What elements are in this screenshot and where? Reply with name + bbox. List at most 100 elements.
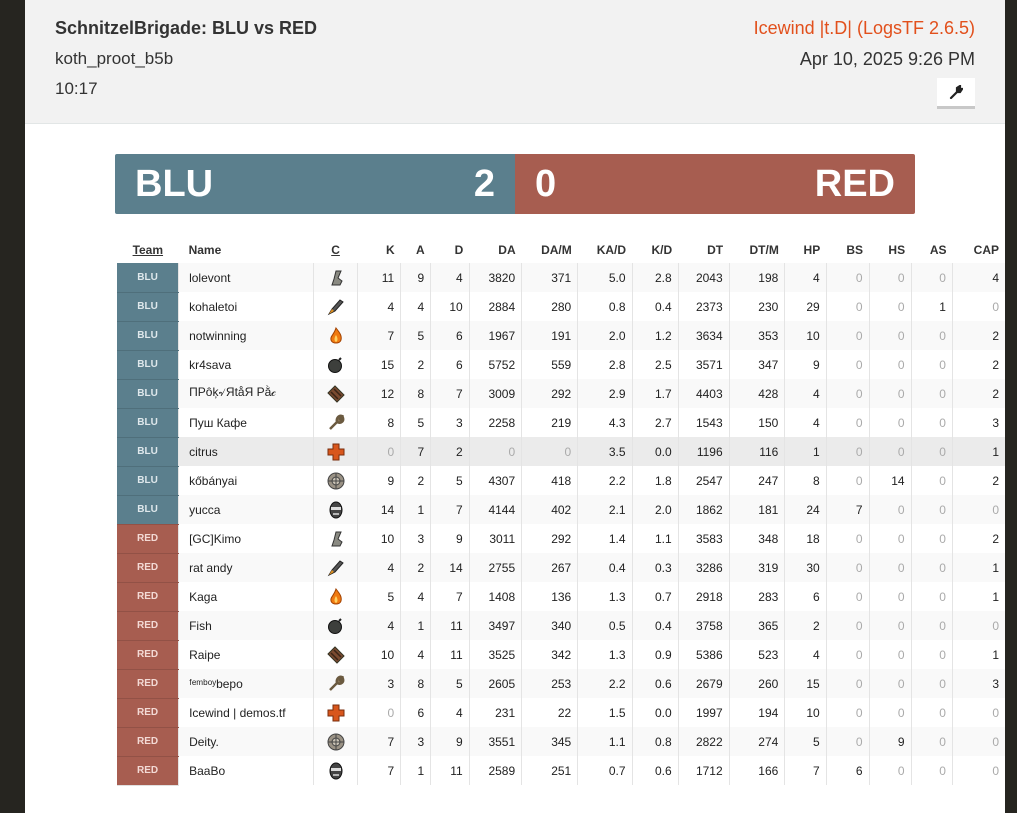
stat-bs: 7 (825, 495, 869, 524)
stat-bs: 6 (825, 756, 869, 785)
table-row: BLU kohaletoi 4 4 10 2884 280 0.8 0.4 2373 230 29 0 0… (117, 292, 1005, 322)
team-badge: BLU (117, 408, 179, 438)
stat-as: 0 (910, 669, 953, 698)
stat-a: 8 (400, 669, 431, 698)
stat-hp: 1 (784, 437, 827, 466)
player-name[interactable]: Пуш Кафе (178, 408, 314, 437)
red-score-panel: 0 RED (515, 154, 915, 214)
stat-da: 3009 (468, 379, 522, 408)
stat-da: 0 (468, 437, 522, 466)
stat-kad: 0.7 (577, 756, 633, 785)
stat-kd: 0.3 (631, 553, 679, 582)
stat-dt: 3571 (677, 350, 730, 379)
stat-k: 7 (357, 321, 401, 350)
spy-class-icon (329, 762, 343, 779)
column-header-dam[interactable]: DA/M (541, 242, 572, 257)
log-header: SchnitzelBrigade: BLU vs RED koth_proot_… (25, 0, 1005, 124)
stat-cap: 0 (951, 698, 1005, 727)
pyro-class-icon (329, 326, 342, 343)
column-header-bs[interactable]: BS (846, 242, 863, 257)
player-name[interactable]: kőbányai (178, 466, 314, 495)
stat-d: 6 (430, 350, 470, 379)
red-score: 0 (535, 162, 557, 205)
stat-dt: 1543 (677, 408, 730, 437)
player-name[interactable]: ΠPôķ৵ЯtåЯ Pằ𝒸 (178, 379, 314, 408)
stat-d: 7 (430, 379, 470, 408)
stat-bs: 0 (825, 698, 869, 727)
stat-kad: 0.8 (577, 292, 633, 321)
stat-dtm: 150 (728, 408, 785, 437)
stat-d: 9 (430, 524, 470, 553)
column-header-d[interactable]: D (454, 242, 464, 257)
column-header-k[interactable]: K (386, 242, 395, 257)
column-header-a[interactable]: A (415, 242, 425, 257)
player-name[interactable]: citrus (178, 437, 314, 466)
player-name[interactable]: yucca (178, 495, 314, 524)
column-header-kd[interactable]: K/D (651, 242, 673, 257)
class-cell (312, 553, 358, 582)
stat-hp: 2 (784, 611, 827, 640)
column-header-kad[interactable]: KA/D (596, 242, 627, 257)
column-header-name[interactable]: Name (188, 242, 222, 257)
column-header-team[interactable]: Team (132, 242, 164, 257)
player-name[interactable]: kohaletoi (178, 292, 314, 321)
uploader-link[interactable]: Icewind |t.D| (LogsTF 2.6.5) (753, 18, 975, 38)
player-name[interactable]: [GC]Kimo (178, 524, 314, 553)
stat-dt: 1862 (677, 495, 730, 524)
column-header-dt[interactable]: DT (707, 242, 724, 257)
stat-d: 11 (430, 640, 470, 669)
stat-cap: 3 (951, 408, 1005, 437)
column-header-as[interactable]: AS (929, 242, 947, 257)
stat-hs: 0 (868, 350, 912, 379)
stat-da: 2258 (468, 408, 522, 437)
player-name[interactable]: BaaBo (178, 756, 314, 785)
stat-cap: 2 (951, 321, 1005, 350)
tools-button[interactable] (937, 78, 975, 109)
stat-d: 4 (430, 263, 470, 292)
player-name[interactable]: kr4sava (178, 350, 314, 379)
stat-a: 1 (400, 611, 431, 640)
player-name[interactable]: Fish (178, 611, 314, 640)
stat-kad: 1.3 (577, 640, 633, 669)
player-name[interactable]: notwinning (178, 321, 314, 350)
stat-kad: 4.3 (577, 408, 633, 437)
stat-hp: 7 (784, 756, 827, 785)
red-team-label: RED (814, 162, 895, 205)
column-header-dtm[interactable]: DT/M (749, 242, 779, 257)
player-name[interactable]: lolevont (178, 263, 314, 292)
stat-da: 2884 (468, 292, 522, 321)
table-row: RED Kaga 5 4 7 1408 136 1.3 0.7 2918 283 6 0 0 0 1 (117, 582, 1005, 612)
stat-dtm: 347 (728, 350, 785, 379)
page: SchnitzelBrigade: BLU vs RED koth_proot_… (25, 0, 1005, 813)
column-header-hp[interactable]: HP (803, 242, 821, 257)
player-name[interactable]: ᶠᵉᵐᵇᵒʸbepo (178, 669, 314, 698)
stat-kd: 0.4 (631, 611, 679, 640)
column-header-da[interactable]: DA (498, 242, 516, 257)
stat-d: 3 (430, 408, 470, 437)
player-name[interactable]: Raipe (178, 640, 314, 669)
scout-class-icon (330, 270, 343, 285)
stat-dt: 2547 (677, 466, 730, 495)
stat-dtm: 274 (728, 727, 785, 756)
stat-dt: 1712 (677, 756, 730, 785)
stat-kad: 2.9 (577, 379, 633, 408)
player-name[interactable]: rat andy (178, 553, 314, 582)
stat-dt: 2918 (677, 582, 730, 611)
stat-cap: 0 (951, 292, 1005, 321)
player-name[interactable]: Deity. (178, 727, 314, 756)
table-row: BLU kőbányai 9 2 5 4307 418 2.2 1.8 2547 247 8 0 14 0 2 (117, 466, 1005, 496)
player-name[interactable]: Icewind | demos.tf (178, 698, 314, 727)
stat-da: 2605 (468, 669, 522, 698)
stat-bs: 0 (825, 408, 869, 437)
stat-bs: 0 (825, 582, 869, 611)
column-header-hs[interactable]: HS (888, 242, 906, 257)
column-header-cap[interactable]: CAP (973, 242, 999, 257)
stat-dtm: 166 (728, 756, 785, 785)
stat-hs: 0 (868, 524, 912, 553)
stat-da: 4144 (468, 495, 522, 524)
stat-dt: 3583 (677, 524, 730, 553)
stat-d: 14 (430, 553, 470, 582)
class-cell (312, 640, 358, 669)
player-name[interactable]: Kaga (178, 582, 314, 611)
column-header-c[interactable]: C (331, 242, 340, 257)
